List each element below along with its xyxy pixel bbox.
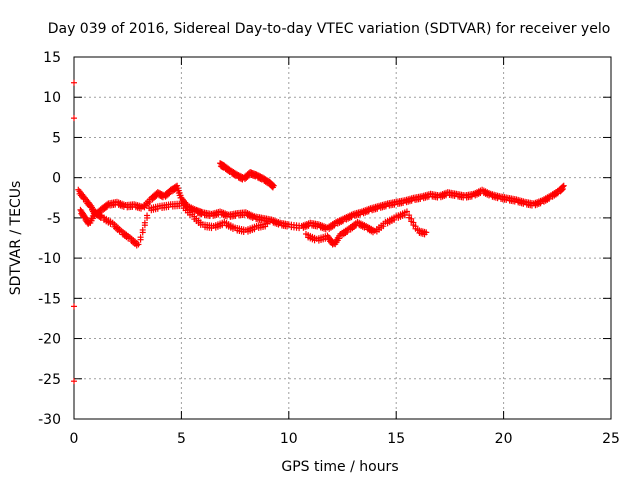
data-point [71,115,77,122]
y-tick-label: 15 [43,50,61,66]
x-tick-labels: 0 5 10 15 20 25 [70,431,620,447]
data-point [559,186,566,193]
data-point [135,241,142,248]
data-point [141,222,148,229]
data-point [344,228,351,235]
data-point [365,208,372,215]
axis-ticks [73,56,612,420]
x-tick-label: 5 [177,431,186,447]
x-tick-label: 0 [70,431,79,447]
data-point [391,216,398,223]
x-axis-label: GPS time / hours [281,459,398,475]
data-point [251,226,258,233]
data-point [339,218,346,225]
data-point [71,378,77,385]
data-point [71,303,77,310]
data-point [71,79,77,86]
data-point [348,214,355,221]
data-point [152,193,159,200]
data-point [403,208,410,215]
data-point [380,223,387,230]
data-point [336,235,343,242]
data-point [146,199,153,206]
data-point [560,182,567,189]
data-point [165,191,172,198]
y-tick-label: -10 [38,251,61,267]
y-tick-label: 5 [52,130,61,146]
data-point [331,222,338,229]
x-tick-label: 25 [602,431,620,447]
x-tick-label: 20 [495,431,513,447]
data-point [102,204,109,211]
y-axis-label: SDTVAR / TECUs [8,181,24,296]
data-point [139,229,146,236]
data-point [104,203,111,210]
data-point [537,200,544,207]
data-points [71,79,567,385]
y-tick-label: -30 [38,412,61,428]
data-point [559,186,566,193]
y-tick-label: -20 [38,332,61,348]
x-tick-label: 15 [387,431,405,447]
data-point [270,182,277,189]
data-point [171,186,178,193]
plot-frame [73,56,612,420]
y-tick-label: -15 [38,291,61,307]
data-point [244,173,251,180]
y-tick-label: -5 [47,211,61,227]
y-tick-labels: 15 10 5 0 -5 -10 -15 -20 -25 -30 [38,50,61,428]
data-point [144,214,151,221]
y-tick-label: 0 [52,171,61,187]
data-point [264,220,271,227]
data-point [423,229,430,236]
data-point [137,236,144,243]
x-tick-label: 10 [280,431,298,447]
y-tick-label: 10 [43,90,61,106]
y-tick-label: -25 [38,372,61,388]
data-point [546,195,553,202]
grid-lines [74,57,611,419]
chart-title: Day 039 of 2016, Sidereal Day-to-day VTE… [48,21,611,37]
